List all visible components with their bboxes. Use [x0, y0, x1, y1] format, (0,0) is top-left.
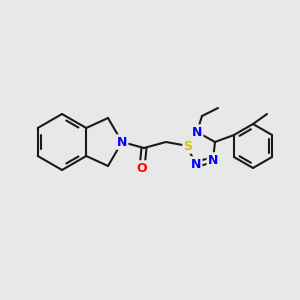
Text: N: N — [192, 125, 202, 139]
Text: N: N — [191, 158, 201, 170]
Text: O: O — [137, 161, 147, 175]
Text: S: S — [184, 140, 193, 152]
Text: N: N — [208, 154, 218, 166]
Text: N: N — [117, 136, 127, 148]
